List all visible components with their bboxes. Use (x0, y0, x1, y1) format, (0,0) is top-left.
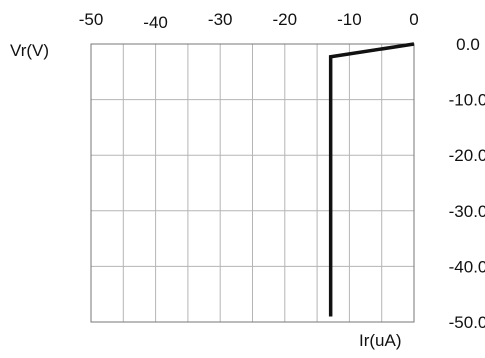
x-tick-label: -30 (208, 10, 233, 29)
y-tick-label: -10.0 (449, 91, 485, 110)
x-tick-label: -50 (79, 10, 104, 29)
x-tick-label: -40 (143, 13, 168, 32)
x-tick-label: -20 (273, 10, 298, 29)
grid (91, 44, 414, 322)
x-tick-label: 0 (409, 10, 418, 29)
series-group (328, 42, 415, 317)
y-tick-labels: 0.0 -10.0 -20.0 -30.0 -40.0 -50.0 (449, 35, 485, 332)
y-tick-label: -20.0 (449, 146, 485, 165)
y-tick-label: -30.0 (449, 202, 485, 221)
y-axis-label: Vr(V) (10, 41, 49, 60)
x-axis-label: Ir(uA) (359, 331, 402, 350)
y-tick-label: -50.0 (449, 313, 485, 332)
series-line (328, 42, 415, 317)
x-tick-labels: -50 -40 -30 -20 -10 0 (79, 10, 419, 32)
y-tick-label: -40.0 (449, 257, 485, 276)
x-tick-label: -10 (337, 10, 362, 29)
y-tick-label: 0.0 (456, 35, 480, 54)
plot-frame (90, 43, 415, 323)
